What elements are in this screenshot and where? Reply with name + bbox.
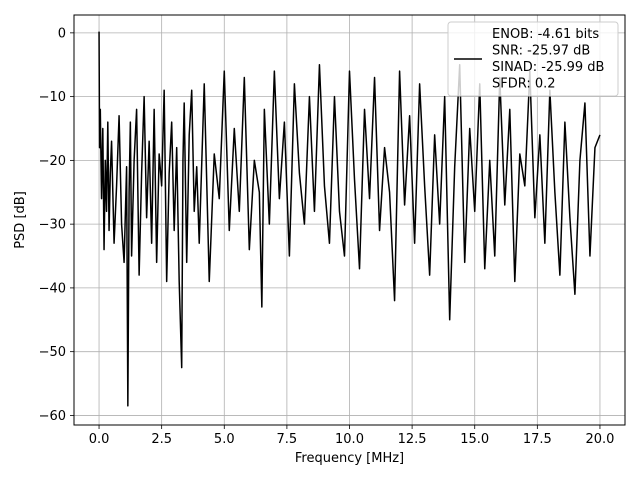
x-axis-label: Frequency [MHz] bbox=[295, 451, 404, 466]
series-layer bbox=[98, 31, 601, 407]
x-tick-label: 7.5 bbox=[277, 432, 298, 447]
y-axis-label: PSD [dB] bbox=[13, 191, 28, 249]
y-tick-label: −40 bbox=[39, 281, 66, 296]
x-axis-ticks: 0.0 2.5 5.0 7.5 10.0 12.5 15.0 17.5 20.0 bbox=[89, 425, 614, 447]
x-tick-label: 5.0 bbox=[214, 432, 235, 447]
x-tick-label: 17.5 bbox=[523, 432, 552, 447]
legend: ENOB: -4.61 bits SNR: -25.97 dB SINAD: -25… bbox=[447, 21, 619, 97]
y-tick-label: 0 bbox=[58, 26, 66, 41]
y-tick-label: −50 bbox=[39, 345, 66, 360]
y-tick-label: −30 bbox=[39, 218, 66, 233]
psd-series-line bbox=[98, 31, 601, 407]
legend-line: ENOB: -4.61 bits bbox=[492, 27, 599, 42]
x-tick-label: 15.0 bbox=[460, 432, 489, 447]
legend-box bbox=[447, 21, 619, 97]
y-tick-label: −60 bbox=[39, 409, 66, 424]
y-tick-label: −10 bbox=[39, 90, 66, 105]
x-tick-label: 10.0 bbox=[335, 432, 364, 447]
legend-line: SINAD: -25.99 dB bbox=[492, 60, 604, 75]
x-tick-label: 12.5 bbox=[398, 432, 427, 447]
legend-label: ENOB: -4.61 bits SNR: -25.97 dB SINAD: -25… bbox=[492, 27, 604, 92]
legend-line: SFDR: 0.2 bbox=[492, 77, 556, 92]
x-tick-label: 20.0 bbox=[585, 432, 614, 447]
legend-line: SNR: -25.97 dB bbox=[492, 44, 590, 59]
y-tick-label: −20 bbox=[39, 154, 66, 169]
x-tick-label: 0.0 bbox=[89, 432, 110, 447]
x-tick-label: 2.5 bbox=[151, 432, 172, 447]
y-axis-ticks: 0 −10 −20 −30 −40 −50 −60 bbox=[39, 26, 74, 424]
